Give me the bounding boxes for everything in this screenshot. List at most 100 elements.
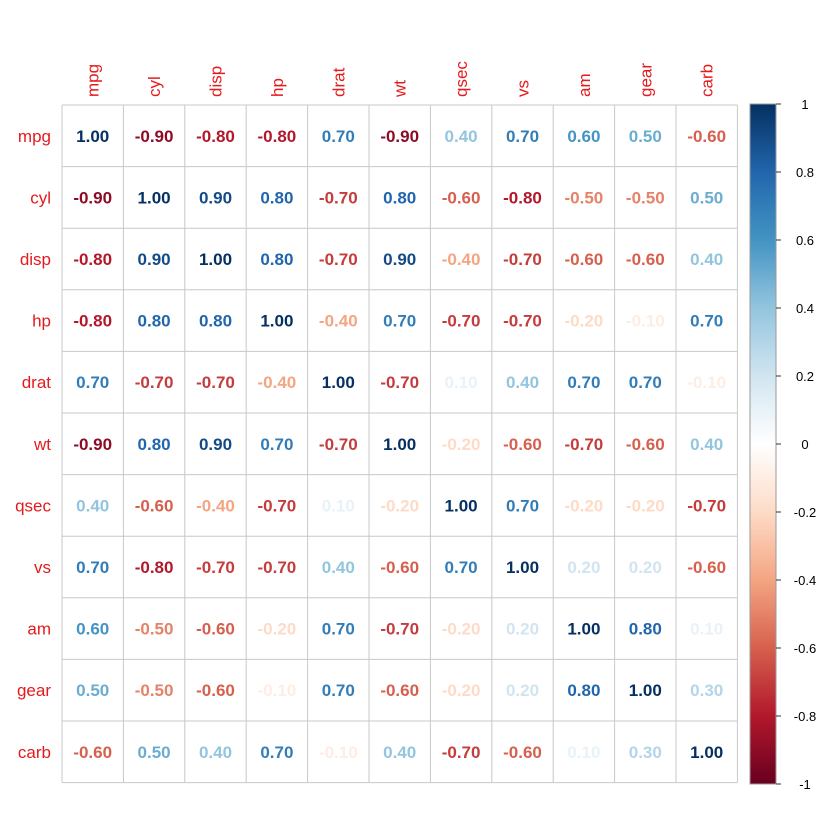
- cell-carb-disp: 0.40: [199, 743, 232, 762]
- cell-cyl-cyl: 1.00: [138, 188, 171, 207]
- cell-vs-carb: -0.60: [687, 558, 726, 577]
- row-label-hp: hp: [32, 312, 51, 331]
- cell-qsec-drat: 0.10: [322, 496, 355, 515]
- cell-wt-wt: 1.00: [383, 435, 416, 454]
- cell-mpg-drat: 0.70: [322, 127, 355, 146]
- cell-wt-cyl: 0.80: [138, 435, 171, 454]
- cell-drat-gear: 0.70: [629, 373, 662, 392]
- cell-vs-cyl: -0.80: [135, 558, 174, 577]
- cell-disp-carb: 0.40: [690, 250, 723, 269]
- colorbar-tick-label: -0.4: [794, 573, 816, 588]
- column-label-wt: wt: [391, 80, 410, 98]
- cell-drat-disp: -0.70: [196, 373, 235, 392]
- column-label-mpg: mpg: [84, 64, 103, 97]
- cell-qsec-qsec: 1.00: [445, 496, 478, 515]
- cell-gear-gear: 1.00: [629, 681, 662, 700]
- row-label-mpg: mpg: [18, 127, 51, 146]
- row-label-gear: gear: [17, 681, 51, 700]
- cell-carb-hp: 0.70: [260, 743, 293, 762]
- cell-disp-am: -0.60: [565, 250, 604, 269]
- cell-am-disp: -0.60: [196, 620, 235, 639]
- cell-mpg-qsec: 0.40: [445, 127, 478, 146]
- cell-wt-disp: 0.90: [199, 435, 232, 454]
- column-label-qsec: qsec: [452, 61, 471, 97]
- cell-disp-vs: -0.70: [503, 250, 542, 269]
- cell-mpg-cyl: -0.90: [135, 127, 174, 146]
- cell-disp-wt: 0.90: [383, 250, 416, 269]
- cell-qsec-gear: -0.20: [626, 496, 665, 515]
- cell-values-layer: 1.00 -0.90 -0.80 -0.80 0.70 -0.90 0.40 0.70 0.60…: [73, 127, 726, 762]
- cell-am-cyl: -0.50: [135, 620, 174, 639]
- cell-am-carb: 0.10: [690, 620, 723, 639]
- cell-mpg-am: 0.60: [567, 127, 600, 146]
- cell-cyl-qsec: -0.60: [442, 188, 481, 207]
- column-labels: mpg cyl disp hp drat wt qsec vs am gear carb: [84, 61, 717, 98]
- column-label-cyl: cyl: [145, 76, 164, 97]
- cell-carb-drat: -0.10: [319, 743, 358, 762]
- cell-am-drat: 0.70: [322, 620, 355, 639]
- cell-hp-hp: 1.00: [260, 312, 293, 331]
- row-label-vs: vs: [34, 558, 51, 577]
- cell-gear-disp: -0.60: [196, 681, 235, 700]
- cell-carb-wt: 0.40: [383, 743, 416, 762]
- colorbar-tick-label: -0.6: [794, 641, 816, 656]
- cell-carb-vs: -0.60: [503, 743, 542, 762]
- cell-drat-am: 0.70: [567, 373, 600, 392]
- colorbar-tick-label: 1: [801, 97, 808, 112]
- row-label-carb: carb: [18, 743, 51, 762]
- cell-am-hp: -0.20: [258, 620, 297, 639]
- cell-disp-qsec: -0.40: [442, 250, 481, 269]
- colorbar-tick-label: -0.2: [794, 505, 816, 520]
- cell-hp-carb: 0.70: [690, 312, 723, 331]
- cell-wt-carb: 0.40: [690, 435, 723, 454]
- cell-drat-mpg: 0.70: [76, 373, 109, 392]
- cell-wt-mpg: -0.90: [73, 435, 112, 454]
- grid-layer: [61, 104, 738, 784]
- cell-drat-cyl: -0.70: [135, 373, 174, 392]
- cell-hp-am: -0.20: [565, 312, 604, 331]
- column-label-gear: gear: [636, 63, 655, 97]
- cell-wt-qsec: -0.20: [442, 435, 481, 454]
- cell-vs-drat: 0.40: [322, 558, 355, 577]
- cell-cyl-hp: 0.80: [260, 188, 293, 207]
- colorbar-tick-label: 0.2: [796, 369, 814, 384]
- cell-vs-gear: 0.20: [629, 558, 662, 577]
- cell-disp-gear: -0.60: [626, 250, 665, 269]
- cell-carb-mpg: -0.60: [73, 743, 112, 762]
- cell-gear-mpg: 0.50: [76, 681, 109, 700]
- cell-drat-qsec: 0.10: [445, 373, 478, 392]
- cell-qsec-hp: -0.70: [258, 496, 297, 515]
- cell-disp-drat: -0.70: [319, 250, 358, 269]
- cell-mpg-hp: -0.80: [258, 127, 297, 146]
- cell-drat-drat: 1.00: [322, 373, 355, 392]
- cell-am-qsec: -0.20: [442, 620, 481, 639]
- cell-drat-carb: -0.10: [687, 373, 726, 392]
- cell-hp-qsec: -0.70: [442, 312, 481, 331]
- row-label-disp: disp: [20, 250, 51, 269]
- cell-cyl-am: -0.50: [565, 188, 604, 207]
- cell-qsec-mpg: 0.40: [76, 496, 109, 515]
- cell-qsec-disp: -0.40: [196, 496, 235, 515]
- cell-cyl-drat: -0.70: [319, 188, 358, 207]
- cell-mpg-disp: -0.80: [196, 127, 235, 146]
- cell-vs-disp: -0.70: [196, 558, 235, 577]
- colorbar-tick-label: 0: [801, 437, 808, 452]
- cell-vs-am: 0.20: [567, 558, 600, 577]
- cell-gear-wt: -0.60: [380, 681, 419, 700]
- row-label-wt: wt: [33, 435, 51, 454]
- cell-gear-qsec: -0.20: [442, 681, 481, 700]
- column-label-carb: carb: [698, 64, 717, 97]
- cell-vs-vs: 1.00: [506, 558, 539, 577]
- column-label-am: am: [575, 73, 594, 97]
- cell-drat-wt: -0.70: [380, 373, 419, 392]
- cell-qsec-vs: 0.70: [506, 496, 539, 515]
- cell-gear-carb: 0.30: [690, 681, 723, 700]
- cell-cyl-disp: 0.90: [199, 188, 232, 207]
- cell-am-vs: 0.20: [506, 620, 539, 639]
- colorbar-tick-label: 0.4: [796, 301, 814, 316]
- cell-am-am: 1.00: [567, 620, 600, 639]
- row-label-cyl: cyl: [30, 188, 51, 207]
- cell-cyl-vs: -0.80: [503, 188, 542, 207]
- cell-hp-gear: -0.10: [626, 312, 665, 331]
